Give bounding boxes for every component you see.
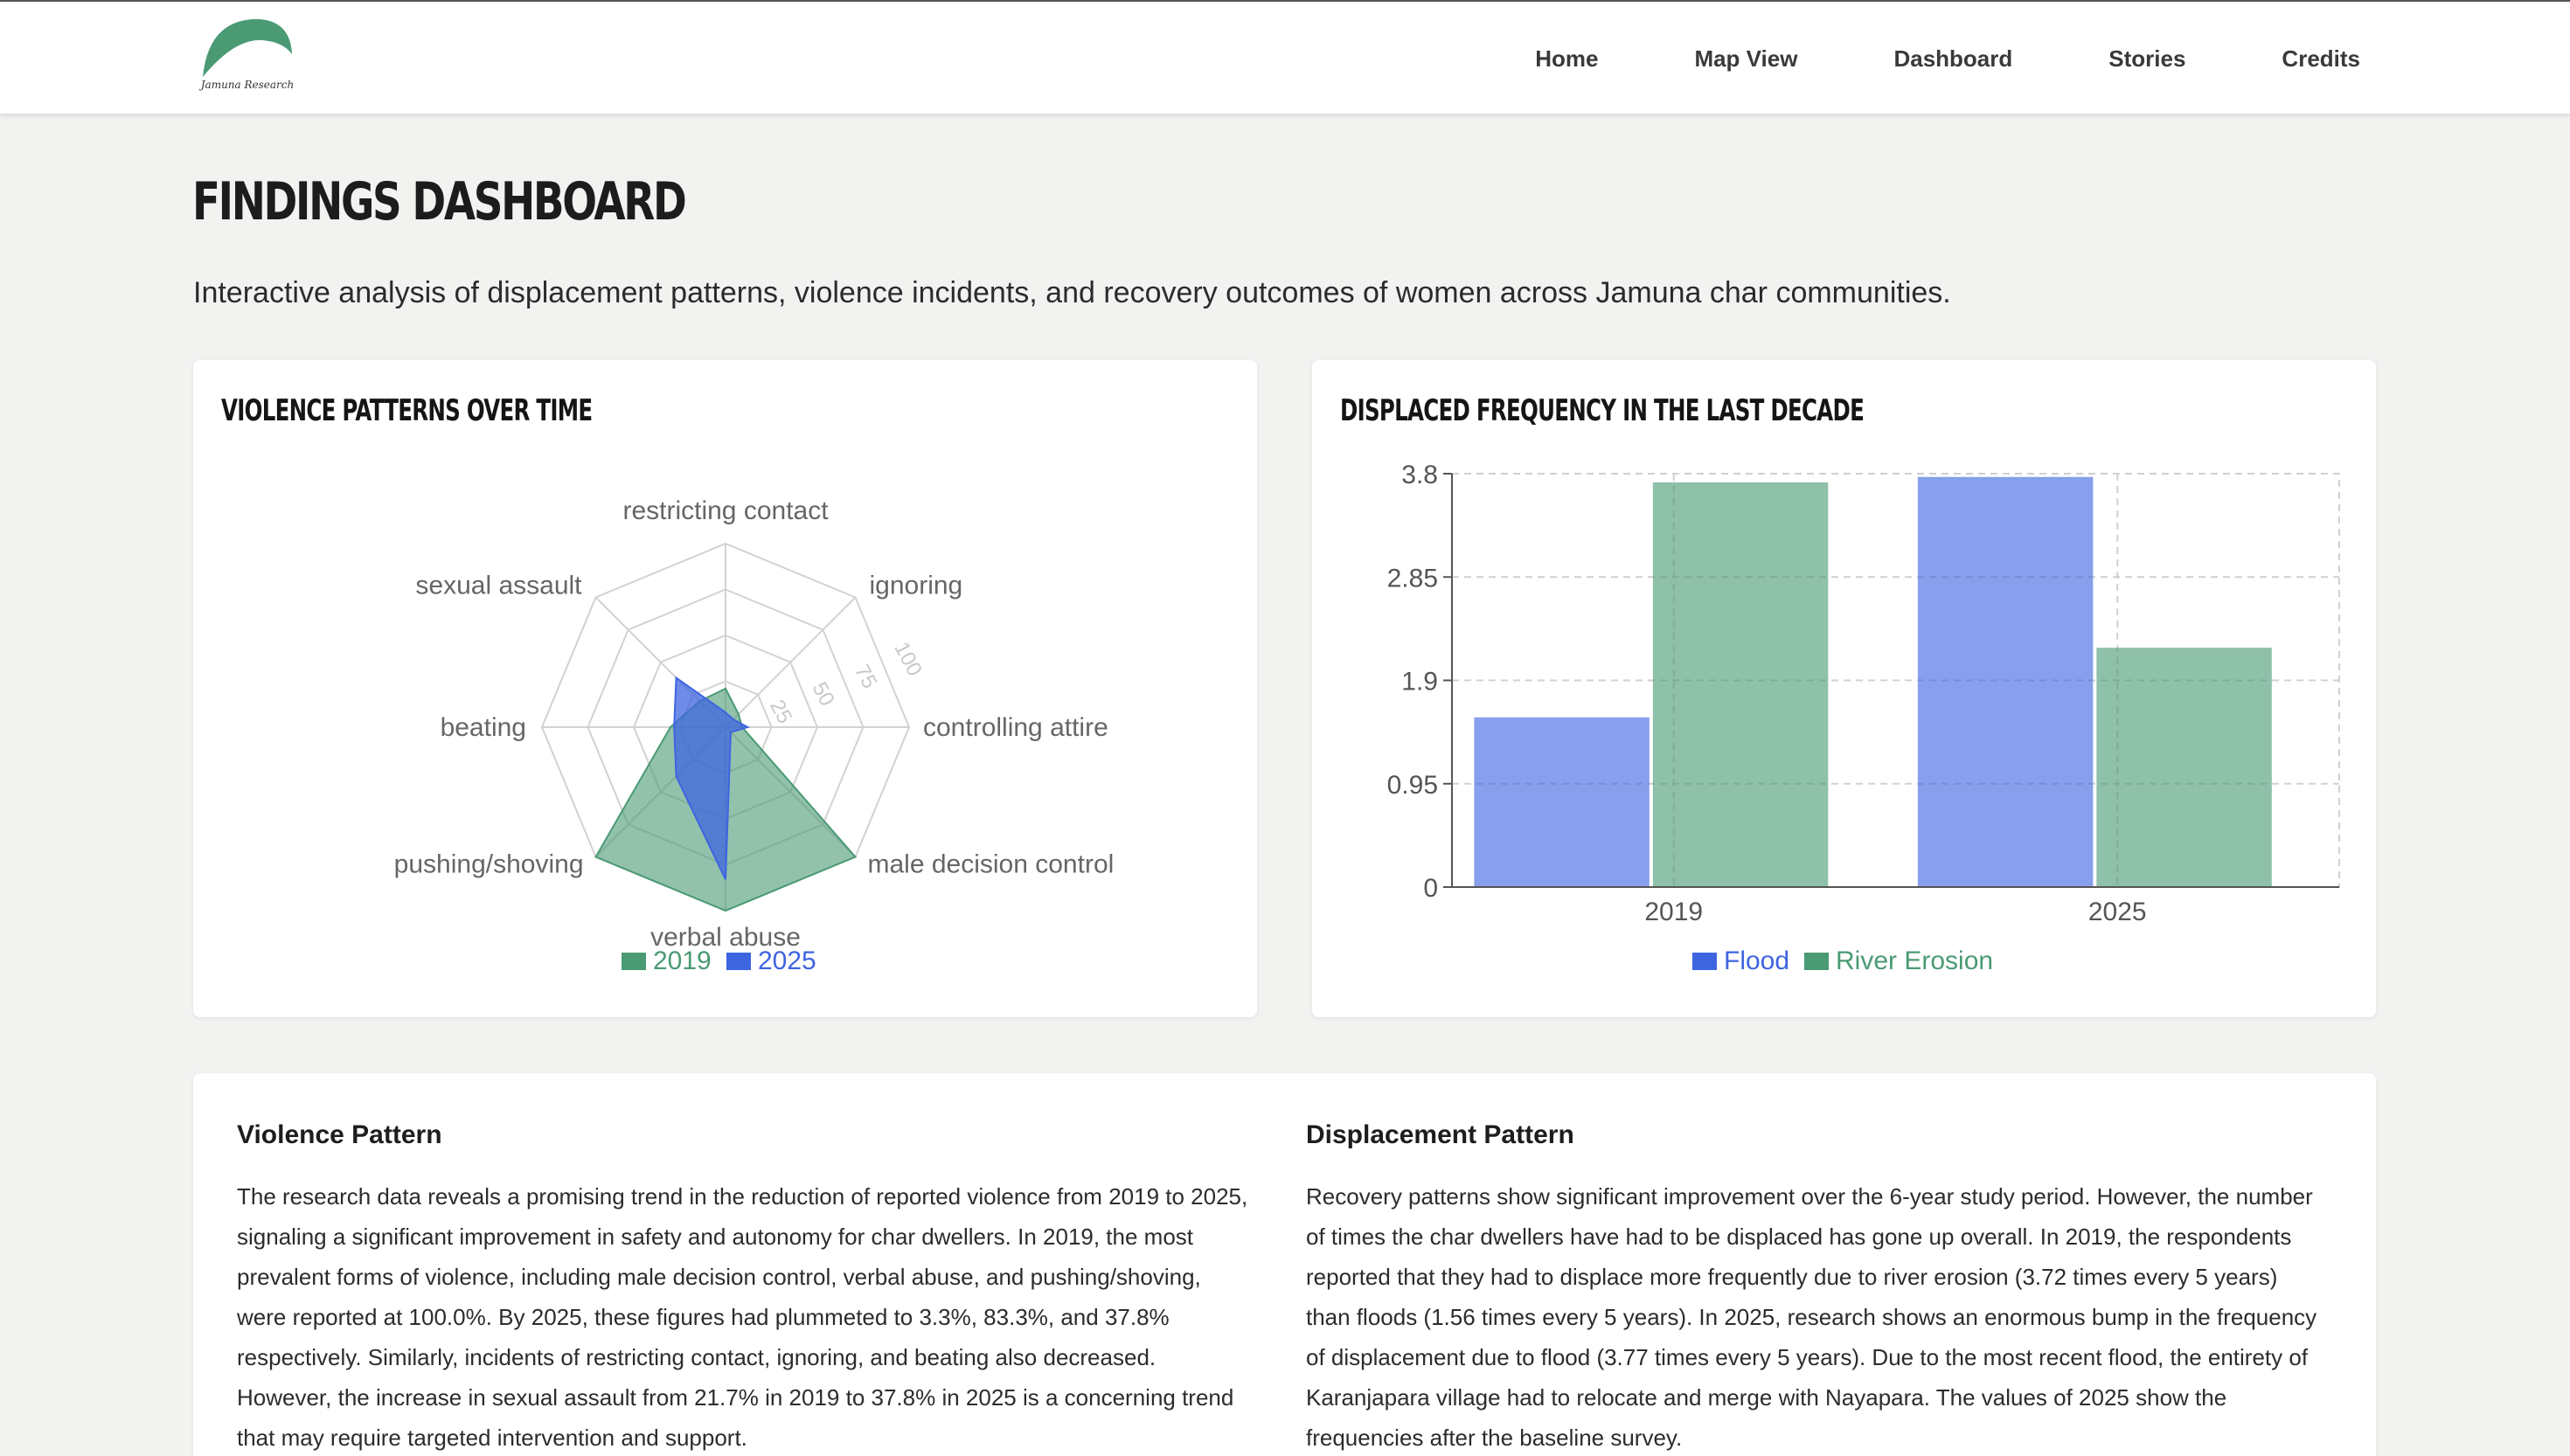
- legend-label-river-erosion: River Erosion: [1836, 946, 1993, 975]
- nav-dashboard[interactable]: Dashboard: [1893, 45, 2013, 72]
- x-tick-label: 2019: [1644, 898, 1703, 926]
- page-subtitle: Interactive analysis of displacement pat…: [193, 276, 1951, 309]
- logo[interactable]: Jamuna Research: [199, 16, 295, 96]
- radar-tick-label: 100: [889, 638, 927, 680]
- displacement-chart-title: DISPLACED FREQUENCY IN THE LAST DECADE: [1340, 393, 1865, 428]
- y-tick-label: 0.95: [1387, 771, 1438, 800]
- legend-swatch-2025: [726, 953, 751, 970]
- legend-swatch-river-erosion: [1804, 953, 1829, 970]
- nav-credits[interactable]: Credits: [2282, 45, 2360, 72]
- y-tick-label: 1.9: [1401, 668, 1438, 697]
- radar-axis-label: sexual assault: [415, 572, 582, 600]
- displacement-analysis-text: Recovery patterns show significant impro…: [1306, 1183, 2317, 1451]
- radar-series-2025: [673, 676, 750, 880]
- legend-label-2025: 2025: [758, 946, 816, 975]
- legend-label-2019: 2019: [653, 946, 712, 975]
- legend-label-flood: Flood: [1724, 946, 1789, 975]
- page-title: FINDINGS DASHBOARD: [192, 171, 687, 232]
- violence-chart-title: VIOLENCE PATTERNS OVER TIME: [221, 393, 593, 428]
- radar-tick-label: 50: [807, 678, 838, 710]
- logo-mark-icon: [203, 18, 292, 78]
- top-navbar: Jamuna Research Home Map View Dashboard …: [0, 0, 2570, 114]
- violence-analysis-heading: Violence Pattern: [237, 1120, 442, 1149]
- radar-axis-label: restricting contact: [622, 496, 829, 525]
- radar-axis-label: beating: [441, 713, 526, 742]
- y-tick-label: 0: [1423, 874, 1438, 903]
- radar-axis-label: ignoring: [869, 572, 962, 600]
- legend-swatch-flood: [1692, 953, 1717, 970]
- main-nav: Home Map View Dashboard Stories Credits: [1439, 2, 2360, 115]
- radar-axis-label: pushing/shoving: [394, 849, 584, 878]
- analysis-card: Violence Pattern The research data revea…: [193, 1073, 2376, 1456]
- displacement-analysis: Displacement Pattern Recovery patterns s…: [1306, 1120, 2320, 1456]
- violence-chart-card: VIOLENCE PATTERNS OVER TIME 25 50 75 100 res…: [193, 360, 1257, 1017]
- radar-tick-label: 75: [850, 661, 881, 692]
- radar-axis-label: male decision control: [867, 849, 1114, 878]
- radar-spoke: [725, 596, 857, 728]
- bar-river-erosion-2025: [2096, 648, 2272, 887]
- x-tick-label: 2025: [2088, 898, 2147, 926]
- logo-text: Jamuna Research: [200, 79, 295, 91]
- radar-axis-label: controlling attire: [923, 713, 1108, 742]
- bar-river-erosion-2019: [1652, 482, 1829, 887]
- bar-flood-2019: [1474, 717, 1650, 887]
- nav-home[interactable]: Home: [1535, 45, 1599, 72]
- nav-stories[interactable]: Stories: [2108, 45, 2186, 72]
- violence-analysis: Violence Pattern The research data revea…: [237, 1120, 1251, 1456]
- displacement-bar-chart: 0 0.95 1.9 2.85 3.8 2019 2025 Flood River Erosio…: [1387, 461, 2340, 975]
- violence-analysis-text: The research data reveals a promising tr…: [237, 1183, 1248, 1451]
- nav-map-view[interactable]: Map View: [1694, 45, 1798, 72]
- displacement-chart-card: DISPLACED FREQUENCY IN THE LAST DECADE 0…: [1312, 360, 2376, 1017]
- y-tick-label: 2.85: [1387, 564, 1438, 593]
- displacement-analysis-heading: Displacement Pattern: [1306, 1120, 1574, 1149]
- bar-flood-2025: [1917, 476, 2094, 887]
- radar-axis-label: verbal abuse: [650, 923, 801, 952]
- legend-swatch-2019: [622, 953, 646, 970]
- y-tick-label: 3.8: [1401, 461, 1438, 489]
